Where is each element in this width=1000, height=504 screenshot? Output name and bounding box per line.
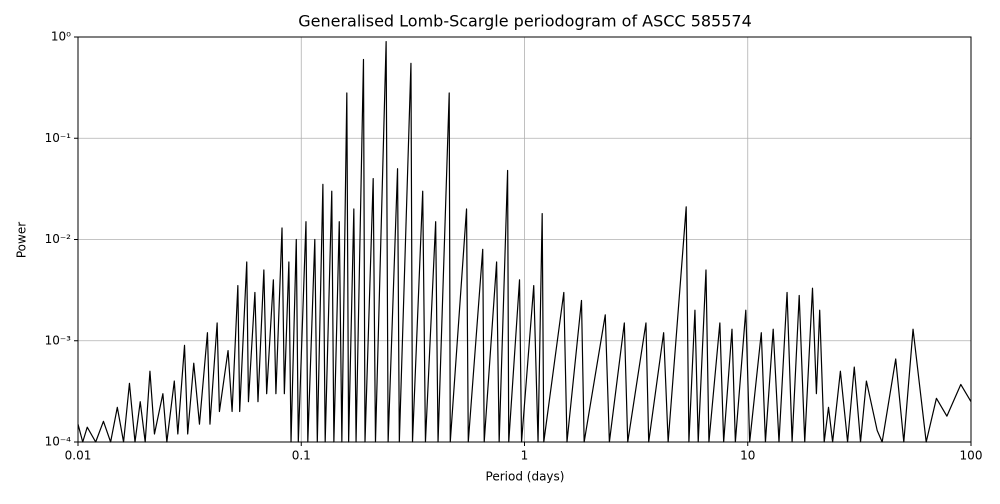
y-tick-label: 10⁻³	[45, 333, 72, 347]
y-tick-label: 10⁻²	[45, 232, 72, 246]
plot-frame	[77, 36, 972, 443]
y-tick-label: 10⁻¹	[45, 131, 72, 145]
x-tick-label: 0.01	[65, 449, 92, 463]
chart-title: Generalised Lomb-Scargle periodogram of …	[298, 12, 752, 31]
x-tick-label: 1	[521, 449, 529, 463]
series-line	[77, 41, 972, 443]
y-tick-label: 10⁻⁴	[45, 435, 72, 449]
x-tick-label: 100	[960, 449, 983, 463]
x-tick-label: 10	[740, 449, 755, 463]
y-axis-label: Power	[15, 222, 29, 258]
y-tick-label: 10⁰	[51, 30, 71, 44]
x-axis-label: Period (days)	[486, 470, 565, 484]
x-tick-label: 0.1	[292, 449, 311, 463]
